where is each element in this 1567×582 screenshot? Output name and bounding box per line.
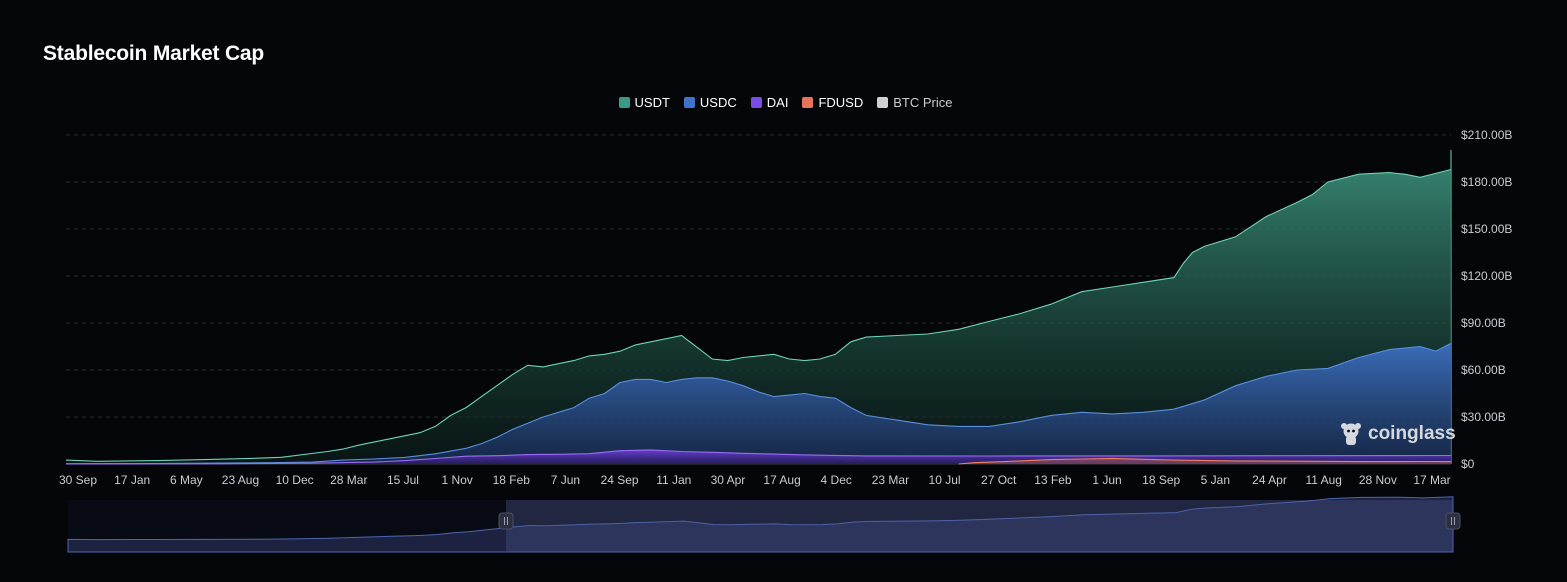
x-tick-label: 1 Jun [1092, 473, 1121, 487]
series-area-usdc [66, 343, 1451, 464]
range-navigator[interactable] [67, 496, 1461, 553]
x-tick-label: 23 Aug [222, 473, 259, 487]
x-tick-label: 18 Feb [493, 473, 531, 487]
legend-item-usdc[interactable]: USDC [683, 95, 737, 110]
y-axis: $0 $30.00B $60.00B $90.00B $120.00B $150.00B $… [1461, 128, 1512, 471]
y-tick-label: $120.00B [1461, 269, 1512, 283]
x-tick-label: 24 Sep [601, 473, 639, 487]
series-line-dai [65, 449, 1452, 465]
x-tick-label: 28 Mar [330, 473, 367, 487]
x-tick-label: 23 Mar [872, 473, 909, 487]
navigator-series-area [67, 496, 1454, 553]
series-area-fdusd [958, 458, 1451, 464]
legend-item-dai[interactable]: DAI [750, 95, 789, 110]
series-area-layer [65, 168, 1452, 465]
x-tick-label: 1 Nov [441, 473, 472, 487]
legend-item-btc-price[interactable]: BTC Price [877, 95, 952, 110]
legend-swatch-usdc [683, 97, 695, 108]
x-axis: 30 Sep 17 Jan 6 May 23 Aug 10 Dec 28 Mar 15 Ju… [59, 473, 1451, 487]
x-tick-label: 10 Jul [929, 473, 961, 487]
legend-swatch-btc-price [877, 97, 889, 108]
series-area-usdt [66, 169, 1451, 464]
y-tick-label: $60.00B [1461, 363, 1506, 377]
x-tick-label: 30 Sep [59, 473, 97, 487]
legend-label-fdusd: FDUSD [818, 95, 864, 110]
x-tick-label: 17 Mar [1413, 473, 1450, 487]
legend-swatch-usdt [618, 97, 630, 108]
x-tick-label: 11 Jan [656, 473, 691, 487]
y-tick-label: $90.00B [1461, 316, 1506, 330]
y-tick-label: $180.00B [1461, 175, 1512, 189]
legend-item-fdusd[interactable]: FDUSD [802, 95, 863, 110]
x-tick-label: 6 May [170, 473, 203, 487]
x-tick-label: 4 Dec [821, 473, 852, 487]
y-tick-label: $30.00B [1461, 410, 1506, 424]
coinglass-logo-icon [1341, 423, 1361, 445]
x-tick-label: 30 Apr [711, 473, 746, 487]
legend-swatch-fdusd [802, 97, 814, 108]
y-tick-label: $150.00B [1461, 222, 1512, 236]
series-line-fdusd [958, 457, 1452, 465]
legend-swatch-dai [750, 97, 762, 108]
x-tick-label: 15 Jul [387, 473, 419, 487]
x-tick-label: 27 Oct [981, 473, 1017, 487]
watermark-text: coinglass [1368, 423, 1456, 444]
x-tick-label: 7 Jun [551, 473, 580, 487]
navigator-selected-range [506, 500, 1453, 552]
series-line-usdt [65, 168, 1452, 462]
legend-label-btc-price: BTC Price [893, 95, 953, 110]
navigator-right-handle[interactable] [1445, 512, 1461, 530]
x-tick-label: 24 Apr [1252, 473, 1287, 487]
legend-item-usdt[interactable]: USDT [618, 95, 670, 110]
navigator-left-handle[interactable] [498, 512, 514, 530]
y-tick-label: $0 [1461, 457, 1475, 471]
series-line-usdc [65, 342, 1452, 465]
x-tick-label: 28 Nov [1359, 473, 1397, 487]
x-tick-label: 11 Aug [1305, 473, 1341, 487]
x-tick-label: 17 Jan [114, 473, 150, 487]
legend-label-usdc: USDC [699, 95, 737, 110]
y-tick-label: $210.00B [1461, 128, 1512, 142]
x-tick-label: 13 Feb [1034, 473, 1072, 487]
x-tick-label: 5 Jan [1201, 473, 1230, 487]
x-tick-label: 18 Sep [1142, 473, 1180, 487]
x-tick-label: 17 Aug [763, 473, 800, 487]
coinglass-watermark: coinglass [1340, 422, 1456, 446]
legend-label-usdt: USDT [634, 95, 670, 110]
legend-label-dai: DAI [766, 95, 789, 110]
chart-title: Stablecoin Market Cap [43, 42, 265, 65]
chart-legend: USDT USDC DAI FDUSD BTC Price [0, 95, 1567, 110]
x-tick-label: 10 Dec [276, 473, 314, 487]
